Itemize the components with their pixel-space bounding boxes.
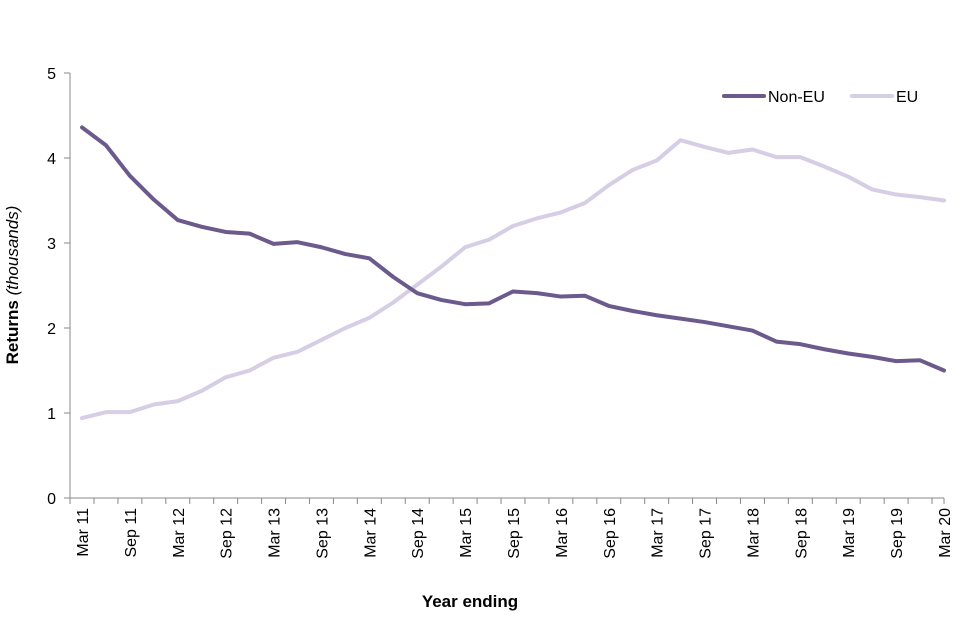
y-tick-label: 0 — [47, 491, 56, 508]
series-lines — [80, 125, 946, 421]
x-tick-label: Sep 13 — [314, 508, 331, 559]
x-tick-label: Mar 11 — [75, 508, 92, 557]
x-tick-label: Sep 12 — [219, 508, 236, 559]
x-tick-label: Mar 12 — [171, 508, 188, 558]
y-axis-title-unit: (thousands) — [3, 206, 22, 296]
x-tick-label: Sep 11 — [123, 508, 140, 558]
x-tick-label: Mar 18 — [745, 508, 762, 558]
x-tick-label: Sep 19 — [889, 508, 906, 559]
x-tick-label: Mar 16 — [554, 508, 571, 558]
x-axis-title: Year ending — [422, 592, 518, 611]
series-line-eu — [80, 138, 946, 421]
legend: Non-EU EU — [722, 89, 918, 106]
y-axis-title: Returns (thousands) — [3, 206, 22, 365]
legend-label: EU — [896, 89, 918, 106]
y-axis-title-text: Returns — [3, 300, 22, 364]
y-tick-label: 2 — [47, 321, 56, 338]
x-tick-label: Sep 15 — [506, 508, 523, 559]
x-tick-label: Mar 14 — [362, 508, 379, 558]
legend-label: Non-EU — [768, 89, 825, 106]
x-tick-label: Mar 19 — [841, 508, 858, 558]
x-tick-label: Mar 17 — [650, 508, 667, 558]
y-axis-ticks: 0 1 2 3 4 5 — [47, 66, 70, 508]
y-tick-label: 4 — [47, 151, 56, 168]
x-tick-label: Mar 15 — [458, 508, 475, 558]
y-tick-label: 1 — [47, 406, 56, 423]
x-tick-label: Sep 18 — [793, 508, 810, 559]
x-tick-label: Sep 17 — [698, 508, 715, 559]
x-tick-label: Sep 16 — [602, 508, 619, 559]
x-tick-label: Mar 13 — [267, 508, 284, 558]
x-tick-label: Sep 14 — [410, 508, 427, 559]
series-line-non-eu — [80, 125, 946, 373]
x-tick-label: Mar 20 — [937, 508, 954, 558]
y-tick-label: 5 — [47, 66, 56, 83]
y-tick-label: 3 — [47, 236, 56, 253]
x-axis-ticks: Mar 11 Sep 11 Mar 12 Sep 12 Mar 13 Sep 13 Mar … — [69, 498, 954, 559]
